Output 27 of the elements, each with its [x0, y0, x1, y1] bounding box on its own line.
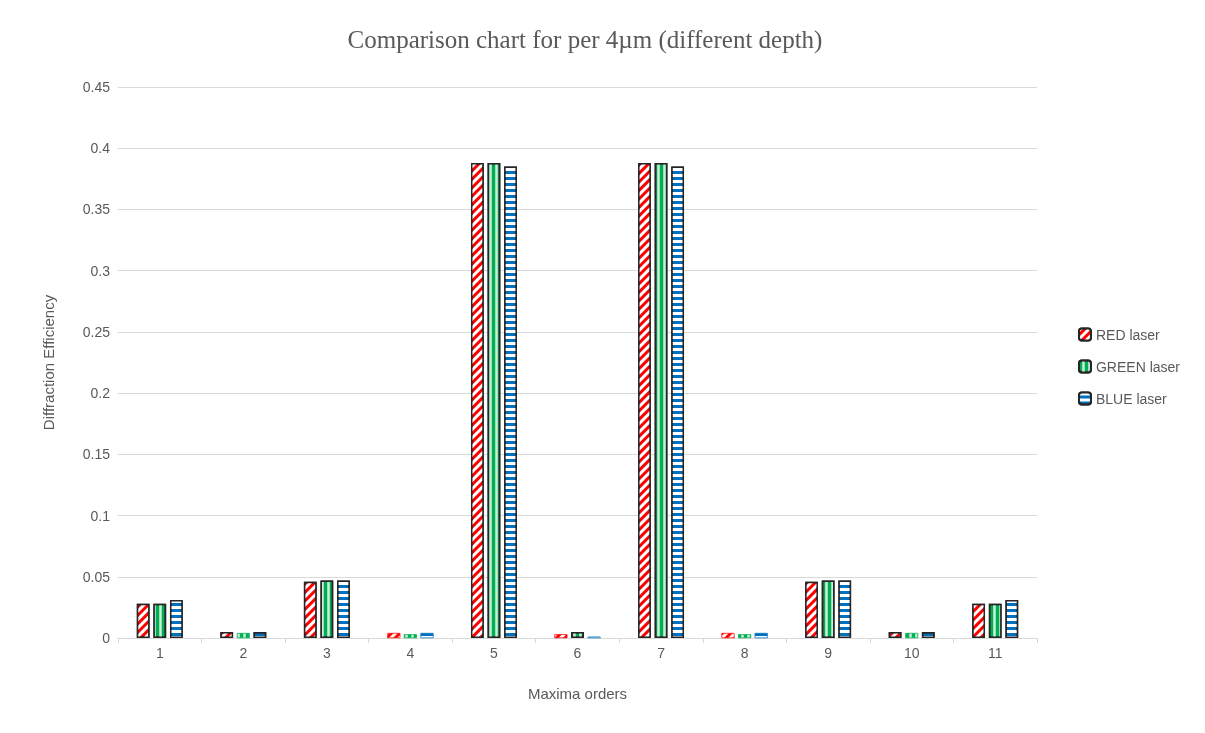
y-tick-label: 0.4	[90, 140, 111, 157]
x-tick-label: 11	[987, 645, 1003, 661]
y-tick-label: 0.35	[82, 201, 111, 218]
x-tick-label: 6	[573, 645, 582, 661]
y-tick-label: 0	[102, 630, 111, 646]
y-tick-label: 0.45	[82, 79, 111, 95]
x-axis-title: Maxima orders	[527, 685, 628, 702]
chart-title: Comparison chart for per 4µm (different depth)	[347, 26, 823, 54]
x-tick-label: 8	[740, 645, 749, 661]
y-tick-label: 0.05	[82, 568, 111, 585]
y-axis-title: Diffraction Efficiency	[40, 294, 57, 431]
y-tick-label: 0.2	[90, 385, 111, 402]
x-tick-label: 3	[322, 645, 331, 661]
y-tick-label: 0.15	[82, 446, 111, 463]
x-tick-label: 2	[239, 645, 248, 661]
x-tick-label: 5	[490, 645, 499, 661]
legend-label: RED laser	[1095, 326, 1161, 343]
x-tick-label: 10	[903, 645, 920, 661]
legend-label: GREEN laser	[1095, 358, 1181, 375]
y-tick-label: 0.1	[90, 507, 111, 524]
legend-label: BLUE laser	[1095, 390, 1168, 407]
y-tick-label: 0.3	[90, 262, 111, 279]
x-tick-label: 4	[406, 645, 415, 661]
x-tick-label: 9	[824, 645, 833, 661]
y-tick-label: 0.25	[82, 323, 111, 340]
x-tick-label: 1	[155, 645, 164, 661]
x-tick-label: 7	[657, 645, 666, 661]
